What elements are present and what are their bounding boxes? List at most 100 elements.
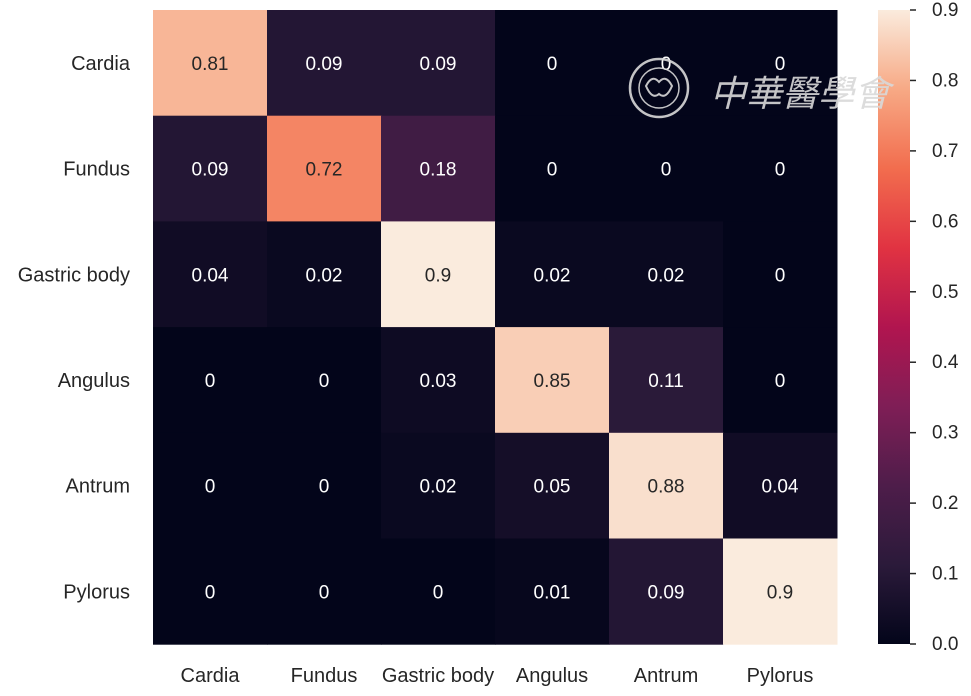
colorbar-tick-label: 0.2 [932,493,958,514]
y-tick-label: Antrum [66,476,130,498]
cell-value-label: 0.18 [420,160,457,181]
colorbar-tick-label: 0.5 [932,282,958,303]
cell-value-label: 0.03 [420,371,457,392]
heatmap-cell [495,432,610,539]
colorbar [878,10,910,644]
colorbar-ticks: 0.0 0.1 0.2 0.3 0.4 0.5 0.6 0.7 0.8 0.9 [910,0,959,655]
heatmap-cell [153,221,268,328]
x-tick-label: Cardia [181,665,241,687]
heatmap-cell [609,221,724,328]
heatmap-cell [723,10,838,117]
heatmap-cell [153,115,268,222]
heatmap-cell [495,115,610,222]
cell-value-label: 0 [775,265,786,286]
cell-value-label: 0.04 [762,477,799,498]
cell-value-label: 0.02 [420,477,457,498]
y-tick-label: Cardia [71,53,131,75]
cell-value-label: 0.09 [192,160,229,181]
heatmap-cell [609,10,724,117]
heatmap-cell [723,115,838,222]
x-tick-label: Antrum [634,665,698,687]
y-tick-label: Fundus [63,159,130,181]
heatmap-cells [153,10,838,645]
heatmap-cell [153,10,268,117]
colorbar-tick-label: 0.6 [932,211,958,232]
heatmap-cell [381,432,496,539]
heatmap-cell [495,10,610,117]
cell-value-label: 0 [775,160,786,181]
heatmap-cell [495,221,610,328]
heatmap-cell [723,432,838,539]
cell-value-label: 0 [319,582,330,603]
society-seal-icon [628,57,690,119]
y-axis-tick-labels: Cardia Fundus Gastric body Angulus Antrum Pyl… [18,53,131,603]
cell-value-label: 0.02 [534,265,571,286]
cell-value-label: 0.01 [534,582,571,603]
cell-value-label: 0.85 [534,371,571,392]
heatmap-cell [267,538,382,645]
heatmap-cell [609,538,724,645]
x-axis-tick-labels: Cardia Fundus Gastric body Angulus Antrum Pyl… [181,665,814,687]
cell-value-label: 0 [661,160,672,181]
heatmap-cell [609,327,724,434]
colorbar-tick-label: 0.1 [932,564,958,585]
cell-value-label: 0 [547,160,558,181]
watermark: 中華醫學會 [628,57,895,119]
colorbar-tick-label: 0.0 [932,634,958,655]
heatmap-cell [381,10,496,117]
watermark-text: 中華醫學會 [710,74,895,115]
heatmap-cell [267,432,382,539]
heatmap-cell-labels: 0.81 0.09 0.09 0 0 0 0.09 0.72 0.18 0 0 0 0.04 0.02 0.… [192,54,799,603]
cell-value-label: 0.09 [648,582,685,603]
heatmap-cell [495,327,610,434]
cell-value-label: 0 [205,371,216,392]
heatmap-cell [723,221,838,328]
cell-value-label: 0.09 [420,54,457,75]
heatmap-cell [381,115,496,222]
x-tick-label: Pylorus [747,665,814,687]
x-tick-label: Fundus [291,665,358,687]
cell-value-label: 0.81 [192,54,229,75]
cell-value-label: 0 [319,371,330,392]
cell-value-label: 0.11 [648,371,684,392]
cell-value-label: 0 [547,54,558,75]
heatmap-cell [153,538,268,645]
cell-value-label: 0 [319,477,330,498]
heatmap-cell [381,221,496,328]
heatmap-cell [723,538,838,645]
heatmap-cell [267,221,382,328]
cell-value-label: 0.72 [306,160,343,181]
heatmap-cell [381,538,496,645]
cell-value-label: 0.88 [648,477,685,498]
colorbar-tick-label: 0.4 [932,352,959,373]
cell-value-label: 0.09 [306,54,343,75]
cell-value-label: 0.9 [425,265,451,286]
cell-value-label: 0.05 [534,477,571,498]
heatmap-cell [609,432,724,539]
cell-value-label: 0 [205,582,216,603]
y-tick-label: Gastric body [18,264,130,286]
colorbar-tick-label: 0.9 [932,0,958,21]
x-tick-label: Angulus [516,665,588,687]
heatmap-cell [267,10,382,117]
cell-value-label: 0 [433,582,444,603]
heatmap-cell [153,432,268,539]
heatmap-cell [609,115,724,222]
colorbar-tick-label: 0.8 [932,70,958,91]
y-tick-label: Pylorus [63,581,130,603]
colorbar-tick-label: 0.3 [932,423,958,444]
heatmap-cell [267,327,382,434]
heatmap-cell [267,115,382,222]
y-tick-label: Angulus [58,370,130,392]
x-tick-label: Gastric body [382,665,494,687]
cell-value-label: 0 [775,371,786,392]
cell-value-label: 0.02 [306,265,343,286]
heatmap-cell [153,327,268,434]
colorbar-tick-label: 0.7 [932,141,958,162]
cell-value-label: 0.02 [648,265,685,286]
heatmap-cell [495,538,610,645]
heatmap-cell [723,327,838,434]
cell-value-label: 0 [205,477,216,498]
cell-value-label: 0 [775,54,786,75]
